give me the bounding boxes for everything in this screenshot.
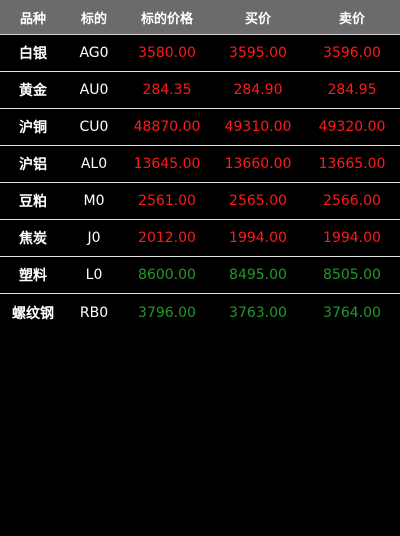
header-code: 标的 bbox=[80, 11, 107, 27]
table-header: 品种 标的 标的价格 买价 卖价 bbox=[0, 0, 400, 35]
table-row[interactable]: 豆粕 M0 2561.00 2565.00 2566.00 bbox=[0, 183, 400, 220]
row-buy: 8495.00 bbox=[229, 267, 287, 283]
row-buy: 1994.00 bbox=[229, 230, 287, 246]
row-name: 豆粕 bbox=[19, 194, 47, 210]
row-sell: 2566.00 bbox=[323, 193, 381, 209]
row-name: 白银 bbox=[19, 46, 47, 62]
row-price: 3796.00 bbox=[138, 304, 196, 321]
row-name: 螺纹钢 bbox=[12, 305, 54, 322]
table-row[interactable]: 黄金 AU0 284.35 284.90 284.95 bbox=[0, 72, 400, 109]
table-row[interactable]: 塑料 L0 8600.00 8495.00 8505.00 bbox=[0, 257, 400, 294]
row-sell: 49320.00 bbox=[318, 119, 386, 135]
header-price: 标的价格 bbox=[140, 11, 193, 27]
table-row[interactable]: 沪铝 AL0 13645.00 13660.00 13665.00 bbox=[0, 146, 400, 183]
row-code: CU0 bbox=[79, 119, 109, 135]
row-buy: 284.90 bbox=[233, 82, 283, 98]
row-code: RB0 bbox=[79, 304, 109, 321]
row-code: L0 bbox=[85, 267, 103, 283]
row-name: 焦炭 bbox=[19, 231, 47, 247]
row-code: M0 bbox=[83, 193, 105, 209]
row-price: 2012.00 bbox=[138, 230, 196, 246]
row-sell: 3764.00 bbox=[323, 304, 381, 321]
quote-table: 品种 标的 标的价格 买价 卖价 白银 AG0 3580.00 3595.00 … bbox=[0, 0, 400, 331]
row-buy: 49310.00 bbox=[224, 119, 292, 135]
row-name: 黄金 bbox=[19, 83, 47, 99]
row-buy: 13660.00 bbox=[224, 156, 292, 172]
row-code: AG0 bbox=[79, 45, 109, 61]
row-name: 沪铜 bbox=[19, 120, 47, 136]
row-sell: 1994.00 bbox=[323, 230, 381, 246]
row-price: 2561.00 bbox=[138, 193, 196, 209]
row-name: 沪铝 bbox=[19, 157, 47, 173]
table-row[interactable]: 螺纹钢 RB0 3796.00 3763.00 3764.00 bbox=[0, 294, 400, 331]
row-code: J0 bbox=[87, 230, 101, 246]
row-price: 13645.00 bbox=[133, 156, 201, 172]
row-sell: 8505.00 bbox=[323, 267, 381, 283]
row-price: 8600.00 bbox=[138, 267, 196, 283]
table-row[interactable]: 沪铜 CU0 48870.00 49310.00 49320.00 bbox=[0, 109, 400, 146]
row-sell: 3596.00 bbox=[323, 45, 381, 61]
row-code: AU0 bbox=[79, 82, 109, 98]
row-name: 塑料 bbox=[19, 268, 47, 284]
table-row[interactable]: 焦炭 J0 2012.00 1994.00 1994.00 bbox=[0, 220, 400, 257]
row-price: 3580.00 bbox=[138, 45, 196, 61]
row-buy: 3595.00 bbox=[229, 45, 287, 61]
row-buy: 2565.00 bbox=[229, 193, 287, 209]
table-row[interactable]: 白银 AG0 3580.00 3595.00 3596.00 bbox=[0, 35, 400, 72]
row-buy: 3763.00 bbox=[229, 304, 287, 321]
row-code: AL0 bbox=[80, 156, 108, 172]
row-sell: 284.95 bbox=[327, 82, 377, 98]
row-sell: 13665.00 bbox=[318, 156, 386, 172]
header-sell: 卖价 bbox=[338, 11, 365, 27]
header-name: 品种 bbox=[19, 11, 46, 27]
header-buy: 买价 bbox=[244, 11, 271, 27]
row-price: 48870.00 bbox=[133, 119, 201, 135]
row-price: 284.35 bbox=[142, 82, 192, 98]
